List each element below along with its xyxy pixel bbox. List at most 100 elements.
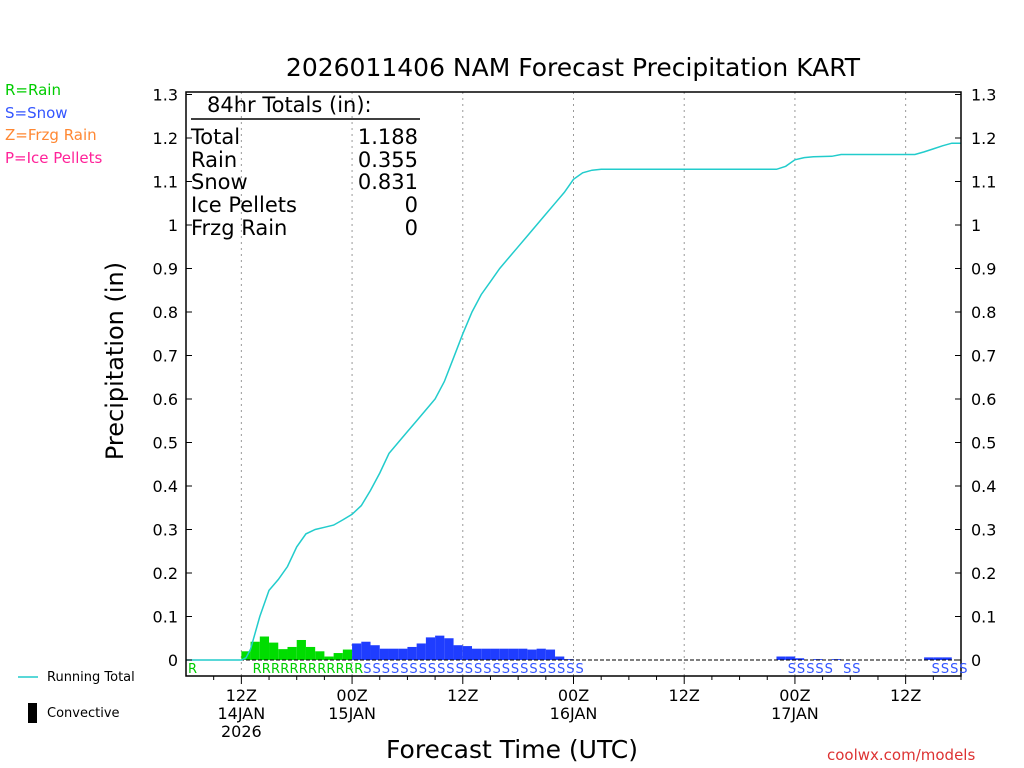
type-letter-2-4: S (400, 662, 408, 677)
type-letter-1-11: R (354, 662, 363, 677)
bar-rain-10 (333, 653, 343, 660)
type-letter-2-17: S (520, 662, 528, 677)
type-letter-2-12: S (474, 662, 482, 677)
type-letter-2-19: S (539, 662, 547, 677)
y-tick-label-left-8: 0.8 (153, 303, 178, 322)
type-letter-1-1: R (262, 662, 271, 677)
convective-legend-swatch (28, 703, 37, 723)
y-tick-label-left-10: 1 (168, 216, 178, 235)
type-letter-2-2: S (382, 662, 390, 677)
type-letter-2-21: S (557, 662, 565, 677)
totals-heading: 84hr Totals (in): (207, 93, 372, 117)
type-letter-1-9: R (336, 662, 345, 677)
bar-snow-16 (499, 648, 509, 660)
bar-snow-6 (407, 646, 417, 660)
totals-label-snow: Snow (191, 170, 248, 194)
type-letter-5-2: S (950, 662, 958, 677)
bar-snow-9 (435, 635, 445, 660)
bar-snow-17-jan--5 (924, 657, 934, 660)
type-letter-2-10: S (456, 662, 464, 677)
type-letter-2-8: S (437, 662, 445, 677)
y-tick-label-right-8: 0.8 (971, 303, 996, 322)
y-tick-label-left-13: 1.3 (153, 86, 178, 105)
y-tick-label-left-12: 1.2 (153, 129, 178, 148)
type-letter-1-10: R (345, 662, 354, 677)
bar-rain-5 (287, 646, 297, 660)
bar-snow-15 (490, 648, 500, 660)
bar-snow-3 (379, 648, 389, 660)
type-letter-2-13: S (483, 662, 491, 677)
type-letter-4-0: S (843, 662, 851, 677)
bar-snow-13 (472, 648, 482, 660)
y-tick-label-right-3: 0.3 (971, 521, 996, 540)
type-letter-1-6: R (308, 662, 317, 677)
y-tick-label-left-3: 0.3 (153, 521, 178, 540)
x-tick-label-6-0: 12Z (890, 686, 921, 705)
x-tick-label-3-0: 00Z (558, 686, 589, 705)
bar-rain-9 (324, 656, 334, 660)
y-tick-label-right-13: 1.3 (971, 86, 996, 105)
bar-snow-19 (527, 649, 537, 660)
convective-legend-label: Convective (47, 706, 120, 721)
bar-snow-0 (352, 643, 362, 660)
y-tick-label-right-7: 0.7 (971, 347, 996, 366)
type-letter-2-22: S (566, 662, 574, 677)
x-tick-label-5-0: 00Z (779, 686, 810, 705)
y-tick-label-right-10: 1 (971, 216, 981, 235)
totals-value-rain: 0.355 (358, 148, 418, 172)
bar-snow-17 (508, 648, 519, 660)
type-letter-3-2: S (806, 662, 814, 677)
type-letter-3-1: S (797, 662, 805, 677)
y-tick-label-left-7: 0.7 (153, 347, 178, 366)
type-letter-1-5: R (299, 662, 308, 677)
bar-rain-1 (250, 641, 260, 660)
y-tick-label-left-1: 0.1 (153, 608, 178, 627)
legend-rain: R=Rain (5, 81, 61, 99)
type-letter-2-6: S (419, 662, 427, 677)
bar-snow-18 (518, 648, 528, 660)
type-letter-5-1: S (941, 662, 949, 677)
bar-snow-17-jan--2 (794, 658, 805, 660)
y-tick-label-left-11: 1.1 (153, 173, 178, 192)
y-tick-label-left-9: 0.9 (153, 260, 178, 279)
y-tick-label-right-2: 0.2 (971, 564, 996, 583)
totals-label-ice-pellets: Ice Pellets (191, 193, 297, 217)
type-letter-2-1: S (373, 662, 381, 677)
y-tick-label-left-4: 0.4 (153, 477, 178, 496)
type-letter-2-9: S (446, 662, 454, 677)
y-tick-label-left-2: 0.2 (153, 564, 178, 583)
x-tick-label-4-0: 12Z (669, 686, 700, 705)
y-tick-label-right-6: 0.6 (971, 390, 996, 409)
bar-snow-21 (545, 649, 556, 660)
bar-rain-0 (241, 651, 251, 660)
x-tick-label-0-2: 2026 (221, 722, 262, 741)
bar-snow-7 (416, 643, 426, 660)
type-letter-2-14: S (493, 662, 501, 677)
y-tick-label-left-6: 0.6 (153, 390, 178, 409)
bar-snow-8 (425, 637, 436, 660)
y-tick-label-right-11: 1.1 (971, 173, 996, 192)
bar-rain-4 (278, 649, 288, 661)
type-letter-2-15: S (502, 662, 510, 677)
y-tick-label-left-5: 0.5 (153, 434, 178, 453)
type-letter-2-16: S (511, 662, 519, 677)
type-letter-5-0: S (932, 662, 940, 677)
type-letter-2-18: S (529, 662, 537, 677)
bar-rain-11 (342, 649, 353, 660)
bar-snow-17-jan--7 (942, 657, 952, 660)
y-tick-label-right-5: 0.5 (971, 434, 996, 453)
bar-snow-1 (361, 641, 371, 660)
bar-snow-12 (462, 646, 473, 660)
type-letter-1-3: R (280, 662, 289, 677)
x-tick-label-0-1: 14JAN (217, 704, 265, 723)
type-letter-2-11: S (465, 662, 473, 677)
type-letter-1-2: R (271, 662, 280, 677)
y-tick-label-right-1: 0.1 (971, 608, 996, 627)
bar-snow-11 (453, 645, 463, 660)
type-letter-2-20: S (548, 662, 556, 677)
bar-snow-23 (564, 659, 574, 660)
bar-snow-14 (481, 648, 491, 660)
totals-label-rain: Rain (191, 148, 237, 172)
x-tick-label-3-1: 16JAN (550, 704, 598, 723)
